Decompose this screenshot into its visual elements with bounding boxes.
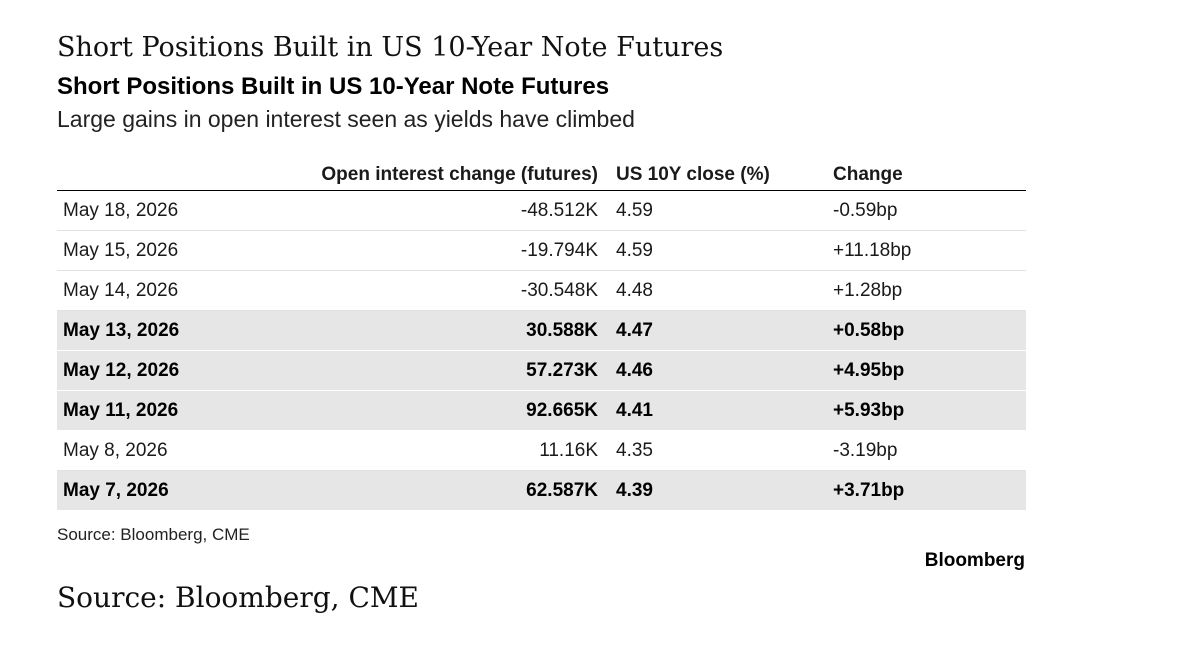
row-us10y-close: 4.59 <box>616 190 833 231</box>
row-open-interest-change: -19.794K <box>289 230 616 271</box>
table-body: May 18, 2026 -48.512K 4.59 -0.59bp May 15, 2… <box>57 190 1026 511</box>
row-us10y-close: 4.41 <box>616 390 833 431</box>
chart-title: Short Positions Built in US 10-Year Note… <box>57 73 610 100</box>
row-date: May 18, 2026 <box>57 190 289 231</box>
column-header-open-interest: Open interest change (futures) <box>289 150 616 191</box>
chart-subtitle: Large gains in open interest seen as yie… <box>57 106 635 132</box>
row-date: May 13, 2026 <box>57 310 289 351</box>
table-row: May 14, 2026 -30.548K 4.48 +1.28bp <box>57 270 1026 311</box>
table-row: May 7, 2026 62.587K 4.39 +3.71bp <box>57 470 1026 511</box>
table-row: May 11, 2026 92.665K 4.41 +5.93bp <box>57 390 1026 431</box>
table-row: May 13, 2026 30.588K 4.47 +0.58bp <box>57 310 1026 351</box>
row-open-interest-change: 30.588K <box>289 310 616 351</box>
row-change: +3.71bp <box>833 470 1026 511</box>
bloomberg-logo: Bloomberg <box>924 550 1025 571</box>
row-change: -3.19bp <box>833 430 1026 471</box>
row-open-interest-change: -48.512K <box>289 190 616 231</box>
column-header-date <box>57 150 289 191</box>
row-open-interest-change: 92.665K <box>289 390 616 431</box>
row-change: +5.93bp <box>833 390 1026 431</box>
data-table: Open interest change (futures) US 10Y cl… <box>57 150 1026 511</box>
row-date: May 11, 2026 <box>57 390 289 431</box>
row-us10y-close: 4.48 <box>616 270 833 311</box>
table-row: May 12, 2026 57.273K 4.46 +4.95bp <box>57 350 1026 391</box>
row-change: +1.28bp <box>833 270 1026 311</box>
row-open-interest-change: 57.273K <box>289 350 616 391</box>
row-us10y-close: 4.47 <box>616 310 833 351</box>
row-us10y-close: 4.59 <box>616 230 833 271</box>
row-date: May 8, 2026 <box>57 430 289 471</box>
row-change: +11.18bp <box>833 230 1026 271</box>
row-date: May 15, 2026 <box>57 230 289 271</box>
row-us10y-close: 4.46 <box>616 350 833 391</box>
row-date: May 14, 2026 <box>57 270 289 311</box>
row-date: May 7, 2026 <box>57 470 289 511</box>
row-us10y-close: 4.35 <box>616 430 833 471</box>
row-open-interest-change: -30.548K <box>289 270 616 311</box>
table-row: May 8, 2026 11.16K 4.35 -3.19bp <box>57 430 1026 471</box>
table-header-row: Open interest change (futures) US 10Y cl… <box>57 150 1026 191</box>
row-change: +0.58bp <box>833 310 1026 351</box>
row-change: -0.59bp <box>833 190 1026 231</box>
column-header-change: Change <box>833 150 1026 191</box>
row-open-interest-change: 62.587K <box>289 470 616 511</box>
row-us10y-close: 4.39 <box>616 470 833 511</box>
row-open-interest-change: 11.16K <box>289 430 616 471</box>
table-row: May 15, 2026 -19.794K 4.59 +11.18bp <box>57 230 1026 271</box>
source-note: Source: Bloomberg, CME <box>57 525 250 544</box>
source-caption: Source: Bloomberg, CME <box>57 581 419 614</box>
table-row: May 18, 2026 -48.512K 4.59 -0.59bp <box>57 190 1026 231</box>
row-change: +4.95bp <box>833 350 1026 391</box>
row-date: May 12, 2026 <box>57 350 289 391</box>
column-header-us10y-close: US 10Y close (%) <box>616 150 833 191</box>
page-title: Short Positions Built in US 10-Year Note… <box>57 32 724 63</box>
